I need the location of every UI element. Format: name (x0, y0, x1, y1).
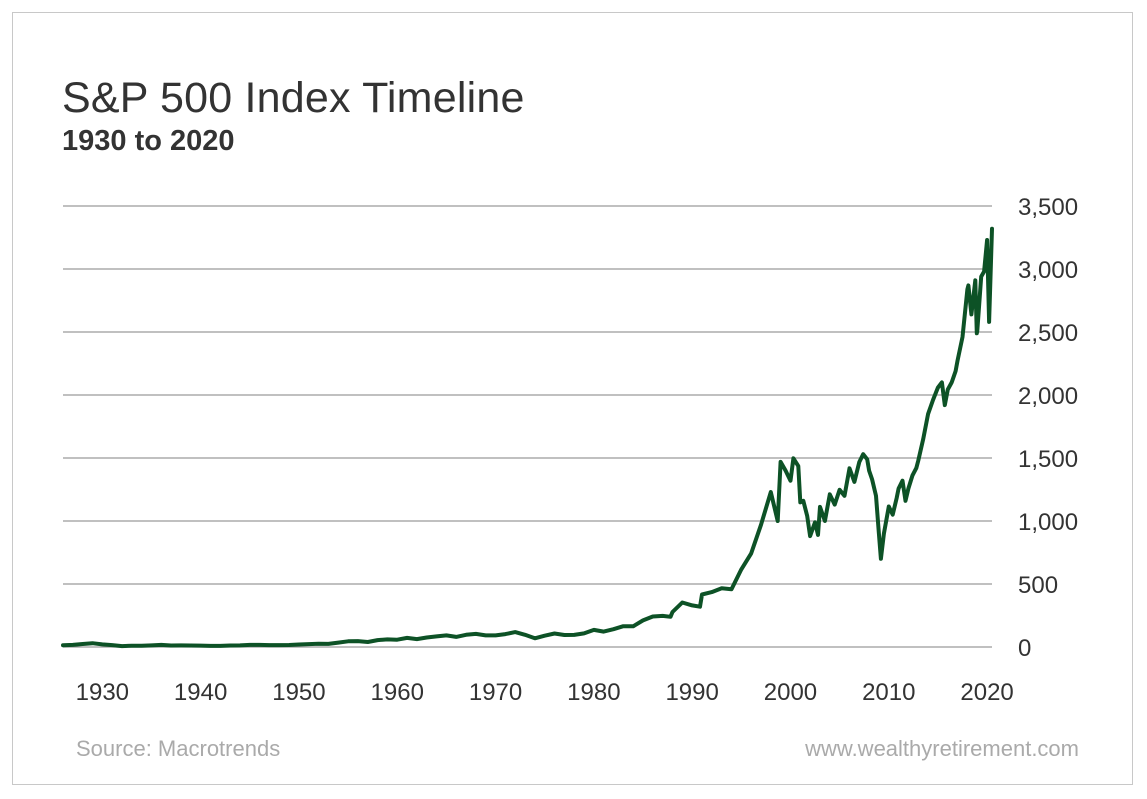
x-tick-label: 2010 (862, 679, 915, 706)
x-tick-label: 1960 (371, 679, 424, 706)
chart-title: S&P 500 Index Timeline (62, 74, 525, 122)
y-tick-label: 0 (1018, 635, 1031, 662)
y-tick-label: 2,500 (1018, 320, 1078, 347)
y-tick-label: 3,000 (1018, 257, 1078, 284)
source-note: Source: Macrotrends (76, 736, 281, 761)
x-tick-label: 1940 (174, 679, 227, 706)
x-tick-label: 1980 (567, 679, 620, 706)
y-axis-labels: 0 500 1,000 1,500 2,000 2,500 3,000 3,500 (1018, 194, 1078, 662)
y-tick-label: 2,000 (1018, 383, 1078, 410)
y-tick-label: 1,000 (1018, 509, 1078, 536)
x-tick-label: 1950 (272, 679, 325, 706)
y-tick-label: 500 (1018, 572, 1058, 599)
x-tick-label: 1990 (665, 679, 718, 706)
x-tick-label: 1930 (76, 679, 129, 706)
chart-frame (12, 12, 1133, 785)
x-tick-label: 2020 (960, 679, 1013, 706)
gridlines (63, 205, 992, 648)
website-note: www.wealthyretirement.com (805, 736, 1079, 761)
chart-subtitle: 1930 to 2020 (62, 125, 235, 157)
y-tick-label: 1,500 (1018, 446, 1078, 473)
y-tick-label: 3,500 (1018, 194, 1078, 221)
x-tick-label: 1970 (469, 679, 522, 706)
x-axis-labels: 1930 1940 1950 1960 1970 1980 1990 2000 2010 2020 (76, 679, 1014, 706)
x-tick-label: 2000 (764, 679, 817, 706)
sp500-series-line (61, 226, 994, 649)
